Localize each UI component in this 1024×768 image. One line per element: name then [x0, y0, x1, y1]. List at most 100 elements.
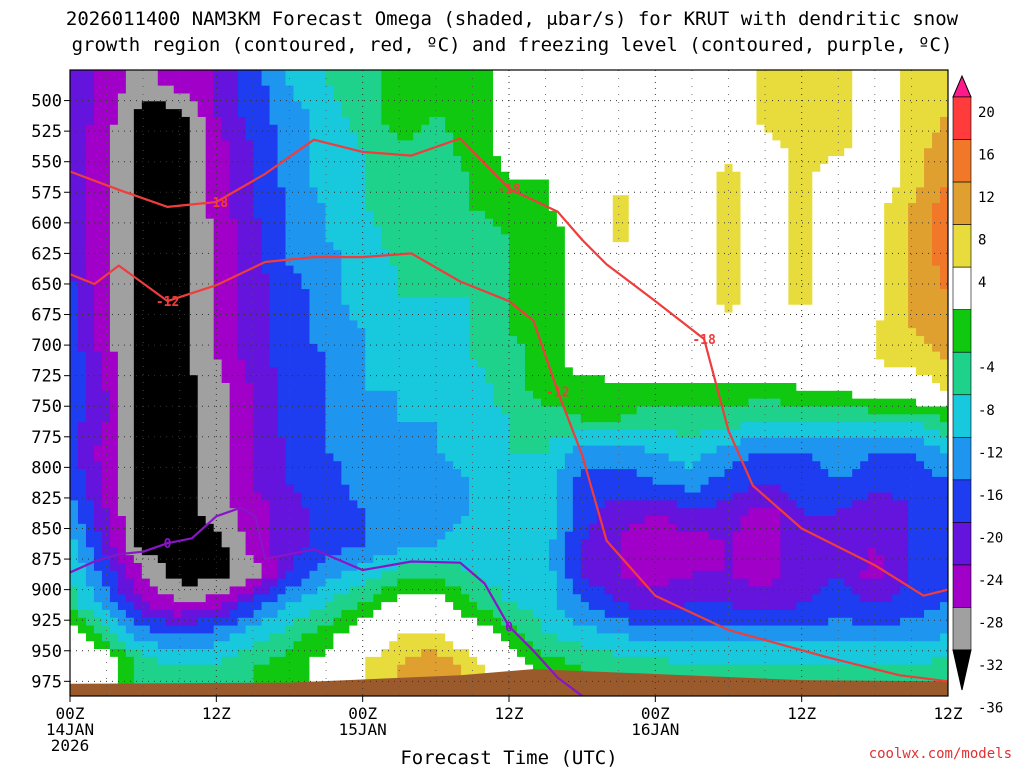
omega-cell [804, 179, 813, 188]
omega-cell [397, 77, 406, 87]
omega-cell [301, 242, 311, 251]
omega-cell [493, 406, 502, 415]
omega-cell [836, 273, 845, 282]
omega-cell [357, 101, 366, 110]
omega-cell [445, 124, 454, 134]
omega-cell [860, 101, 869, 110]
omega-cell [740, 148, 750, 157]
omega-cell [269, 140, 279, 149]
omega-cell [229, 422, 239, 431]
omega-cell [85, 187, 95, 196]
omega-cell [652, 343, 662, 353]
omega-cell [101, 124, 111, 134]
omega-cell [548, 273, 558, 282]
omega-cell [277, 124, 287, 134]
omega-cell [828, 132, 837, 142]
omega-cell [740, 70, 750, 79]
omega-cell [676, 171, 686, 181]
omega-cell [93, 414, 103, 423]
omega-cell [684, 116, 694, 126]
omega-cell [70, 85, 79, 95]
omega-cell [548, 156, 558, 165]
omega-cell [309, 289, 319, 298]
omega-cell [341, 375, 350, 384]
omega-cell [453, 406, 462, 415]
omega-cell [804, 343, 813, 353]
omega-cell [157, 163, 167, 173]
omega-cell [509, 390, 518, 400]
omega-cell [189, 328, 199, 337]
omega-cell [652, 210, 662, 220]
omega-cell [165, 234, 175, 243]
omega-cell [884, 383, 893, 392]
omega-cell [245, 289, 255, 298]
omega-cell [540, 195, 550, 204]
omega-cell [820, 156, 829, 165]
omega-cell [381, 273, 390, 282]
omega-cell [245, 140, 255, 149]
omega-cell [564, 116, 574, 126]
omega-cell [357, 383, 366, 392]
omega-cell [253, 296, 263, 306]
omega-cell [421, 296, 430, 306]
omega-cell [509, 77, 518, 87]
omega-cell [133, 116, 143, 126]
omega-cell [524, 109, 534, 118]
omega-cell [556, 116, 566, 126]
omega-cell [253, 171, 263, 181]
omega-cell [165, 210, 175, 220]
omega-cell [756, 93, 766, 102]
omega-cell [261, 304, 271, 314]
omega-cell [141, 70, 151, 79]
omega-cell [892, 320, 901, 329]
omega-cell [341, 422, 350, 431]
omega-cell [884, 93, 893, 102]
omega-cell [716, 218, 726, 228]
omega-cell [588, 234, 598, 243]
omega-cell [501, 101, 510, 110]
omega-cell [461, 109, 470, 118]
omega-cell [365, 336, 374, 345]
omega-cell [756, 210, 766, 220]
omega-cell [572, 195, 582, 204]
omega-cell [309, 296, 319, 306]
omega-cell [588, 289, 598, 298]
omega-cell [876, 249, 885, 259]
omega-cell [165, 226, 175, 235]
omega-cell [117, 140, 127, 149]
omega-cell [381, 171, 390, 181]
omega-cell [85, 320, 95, 329]
omega-cell [269, 398, 279, 408]
omega-cell [548, 148, 558, 157]
omega-cell [317, 390, 327, 400]
omega-cell [125, 273, 135, 282]
omega-cell [652, 359, 662, 368]
omega-cell [644, 163, 654, 173]
omega-cell [684, 281, 694, 290]
omega-cell [317, 281, 327, 290]
omega-cell [453, 351, 462, 361]
omega-cell [772, 289, 781, 298]
omega-cell [509, 351, 518, 361]
omega-cell [149, 179, 159, 188]
omega-cell [812, 210, 821, 220]
omega-cell [924, 140, 933, 149]
omega-cell [540, 203, 550, 212]
omega-cell [421, 328, 430, 337]
omega-cell [732, 281, 742, 290]
omega-cell [501, 351, 510, 361]
omega-cell [732, 148, 742, 157]
omega-cell [149, 289, 159, 298]
omega-cell [85, 203, 95, 212]
omega-cell [229, 328, 239, 337]
omega-cell [620, 304, 630, 314]
omega-cell [453, 210, 462, 220]
omega-cell [397, 132, 406, 142]
omega-cell [213, 312, 223, 321]
omega-cell [916, 359, 925, 368]
omega-cell [437, 77, 446, 87]
omega-cell [780, 257, 789, 267]
omega-cell [524, 116, 534, 126]
omega-cell [277, 132, 287, 142]
omega-cell [628, 101, 638, 110]
